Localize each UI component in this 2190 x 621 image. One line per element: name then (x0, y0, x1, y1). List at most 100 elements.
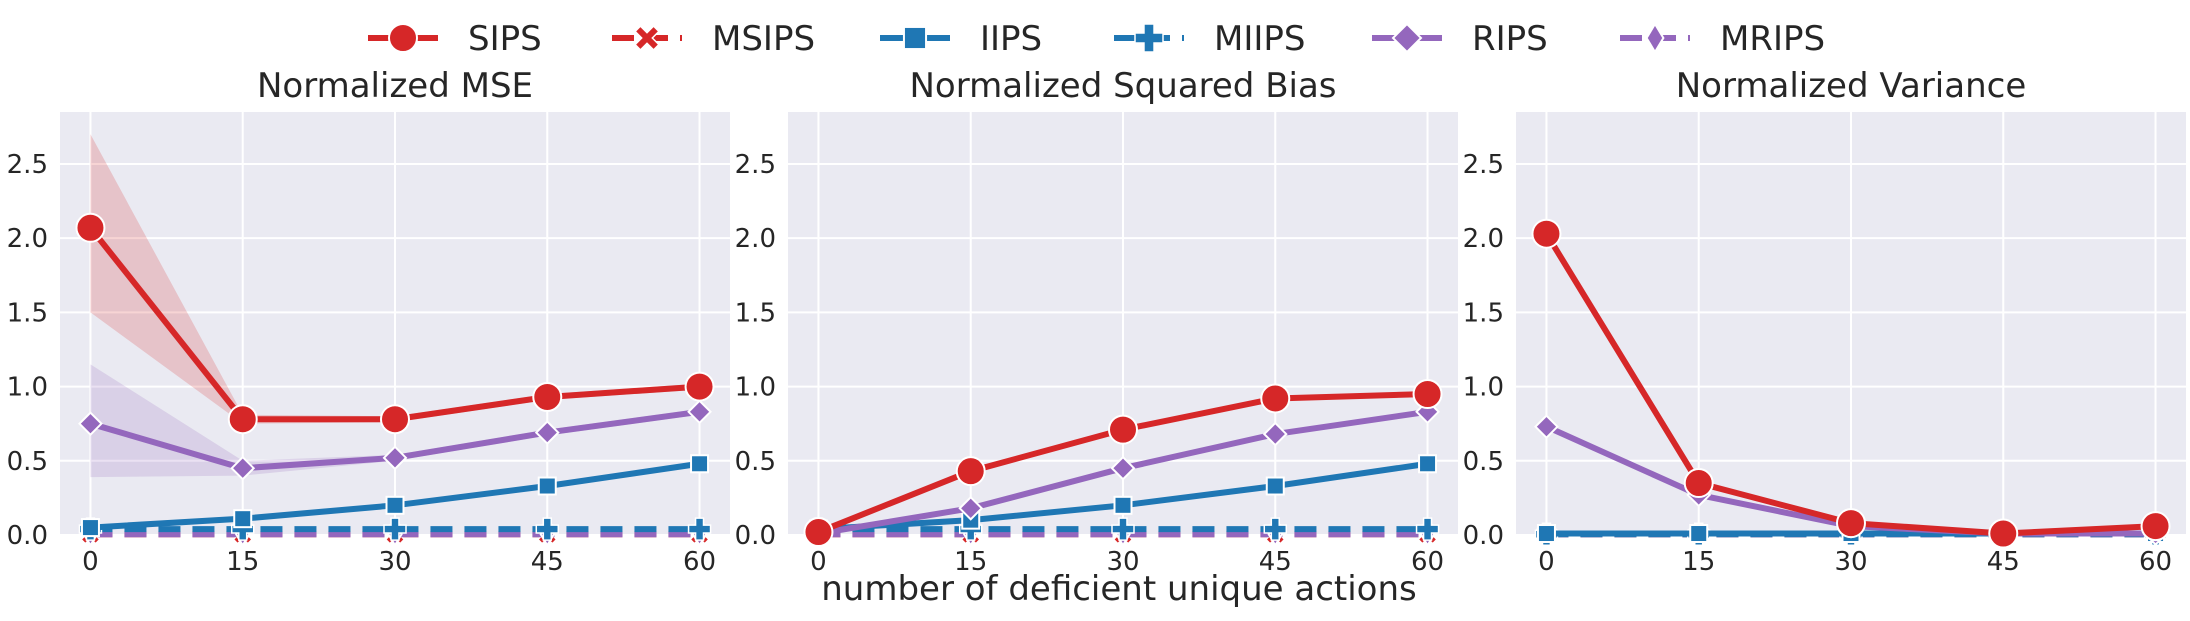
y-tick-label: 2.5 (7, 150, 48, 180)
legend-entry-msips: MSIPS (612, 19, 815, 59)
x-tick-label: 45 (1987, 547, 2020, 577)
data-point-rips (382, 445, 408, 471)
chart-panel-normalized-mse: 0.0 0.5 1.0 1.5 2.0 2.5 0 15 30 45 60 Normalized MS… (7, 66, 730, 577)
legend-marker-iips (902, 25, 928, 51)
data-point-iips (385, 495, 405, 515)
data-point-rips (230, 455, 256, 481)
y-tick-label: 0.5 (735, 447, 776, 477)
chart-title: Normalized MSE (257, 66, 533, 106)
data-point-rips (1534, 414, 1559, 440)
legend-entry-iips: IIPS (880, 19, 1042, 59)
data-point-sips (803, 517, 834, 548)
y-tick-label: 0.0 (7, 521, 48, 551)
data-point-iips (537, 476, 557, 496)
data-point-iips (1265, 476, 1285, 496)
data-point-rips (687, 399, 712, 425)
y-tick-label: 2.0 (7, 224, 48, 254)
data-point-sips (380, 404, 410, 435)
series-sips (1531, 218, 2171, 549)
y-tick-label: 1.5 (1463, 298, 1504, 328)
data-point-iips (1418, 454, 1438, 474)
data-point-sips (1108, 414, 1138, 445)
x-tick-label: 30 (1106, 547, 1139, 577)
data-point-rips (958, 495, 984, 521)
data-point-sips (2140, 511, 2171, 542)
data-point-iips (1689, 524, 1709, 544)
confidence-band-rips (90, 364, 700, 478)
data-point-rips (1262, 421, 1288, 447)
data-point-miips (383, 517, 407, 541)
data-point-sips (532, 381, 563, 412)
legend-entry-miips: MIIPS (1114, 19, 1305, 59)
y-tick-label: 0.5 (7, 447, 48, 477)
series-sips (803, 379, 1443, 548)
data-point-rips (78, 411, 103, 437)
data-point-sips (1412, 379, 1443, 409)
x-tick-label: 60 (1411, 547, 1444, 577)
data-point-rips (1110, 455, 1136, 481)
x-tick-label: 0 (810, 547, 827, 577)
data-point-sips (1531, 218, 1562, 249)
legend-marker-mrips (1645, 22, 1665, 54)
data-point-rips (534, 420, 560, 446)
data-point-sips (1988, 518, 2019, 549)
data-point-miips (535, 517, 560, 541)
y-tick-label: 1.0 (735, 373, 776, 403)
series-iips (80, 454, 710, 538)
y-tick-label: 1.5 (735, 298, 776, 328)
chart-panel-normalized-variance: 0.0 0.5 1.0 1.5 2.0 2.5 0 15 30 45 60 Normalized Va… (1463, 66, 2186, 577)
data-point-iips (690, 454, 710, 474)
y-tick-label: 0.0 (735, 521, 776, 551)
legend-marker-sips (388, 23, 418, 53)
shared-x-axis-label: number of deficient unique actions (821, 569, 1417, 609)
x-tick-label: 15 (1682, 547, 1715, 577)
y-tick-label: 2.0 (1463, 224, 1504, 254)
data-point-sips (684, 371, 715, 402)
data-point-iips (233, 509, 253, 529)
x-tick-label: 15 (954, 547, 987, 577)
legend-marker-rips (1391, 22, 1423, 54)
y-tick-label: 2.0 (735, 224, 776, 254)
x-tick-label: 0 (82, 547, 99, 577)
x-tick-label: 45 (531, 547, 564, 577)
data-point-iips (80, 518, 100, 538)
data-point-iips (1536, 524, 1556, 544)
x-tick-label: 30 (378, 547, 411, 577)
data-point-miips (1263, 517, 1288, 541)
legend-entry-sips: SIPS (368, 19, 542, 59)
legend-marker-miips (1134, 23, 1164, 53)
data-point-sips (227, 404, 258, 435)
legend-entry-rips: RIPS (1372, 19, 1548, 59)
x-tick-label: 15 (226, 547, 259, 577)
data-point-sips (1836, 508, 1866, 539)
x-tick-label: 45 (1259, 547, 1292, 577)
legend-label-sips: SIPS (468, 19, 542, 59)
y-tick-label: 1.0 (1463, 373, 1504, 403)
legend-label-mrips: MRIPS (1720, 19, 1825, 59)
series-rips (78, 399, 712, 481)
chart-title: Normalized Squared Bias (909, 66, 1336, 106)
y-tick-label: 1.5 (7, 298, 48, 328)
y-tick-label: 0.5 (1463, 447, 1504, 477)
data-point-miips (1415, 517, 1440, 541)
y-tick-label: 2.5 (735, 150, 776, 180)
data-point-iips (1113, 495, 1133, 515)
x-tick-label: 0 (1538, 547, 1555, 577)
legend-label-msips: MSIPS (712, 19, 815, 59)
x-tick-label: 60 (2139, 547, 2172, 577)
legend: SIPS MSIPS IIPS MIIPS RIPS MRIPS (368, 19, 1825, 59)
y-tick-label: 2.5 (1463, 150, 1504, 180)
x-tick-label: 30 (1834, 547, 1867, 577)
chart-panel-normalized-squared-bias: 0.0 0.5 1.0 1.5 2.0 2.5 0 15 30 45 60 Normalized Sq… (735, 66, 1458, 577)
chart-panels: 0.0 0.5 1.0 1.5 2.0 2.5 0 15 30 45 60 Normalized MS… (7, 66, 2186, 577)
y-tick-label: 1.0 (7, 373, 48, 403)
legend-label-iips: IIPS (980, 19, 1042, 59)
data-point-miips (1111, 517, 1135, 541)
data-point-miips (687, 517, 712, 541)
legend-entry-mrips: MRIPS (1620, 19, 1825, 59)
legend-label-rips: RIPS (1472, 19, 1548, 59)
x-tick-label: 60 (683, 547, 716, 577)
y-tick-label: 0.0 (1463, 521, 1504, 551)
legend-label-miips: MIIPS (1214, 19, 1305, 59)
